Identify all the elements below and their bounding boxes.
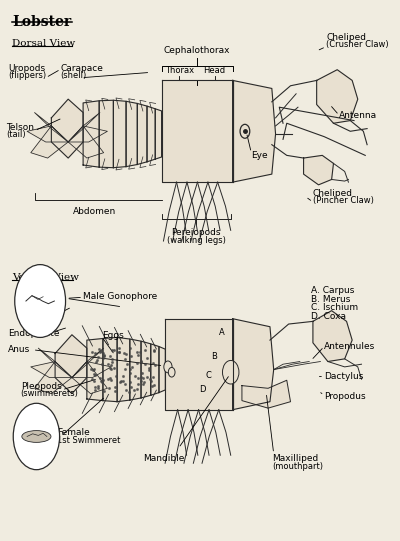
Polygon shape — [313, 311, 352, 361]
Polygon shape — [130, 339, 141, 400]
Text: Ventral View: Ventral View — [12, 273, 79, 282]
Polygon shape — [72, 361, 108, 394]
Text: Antenna: Antenna — [339, 111, 377, 120]
Text: B: B — [211, 352, 217, 361]
Polygon shape — [103, 338, 117, 401]
Text: A: A — [218, 328, 224, 337]
Polygon shape — [51, 99, 83, 158]
Polygon shape — [126, 101, 137, 167]
Polygon shape — [27, 126, 68, 142]
Polygon shape — [72, 361, 111, 378]
Text: Telson: Telson — [6, 122, 34, 131]
Polygon shape — [99, 100, 113, 168]
Circle shape — [15, 265, 66, 338]
Polygon shape — [117, 338, 130, 401]
Circle shape — [164, 361, 172, 373]
Polygon shape — [38, 348, 72, 378]
Text: Maxilliped: Maxilliped — [272, 453, 318, 463]
Polygon shape — [162, 81, 232, 182]
Polygon shape — [137, 103, 147, 164]
Polygon shape — [151, 344, 159, 395]
Polygon shape — [31, 126, 68, 158]
Polygon shape — [317, 70, 358, 123]
Polygon shape — [147, 106, 155, 162]
Text: Pleopods: Pleopods — [21, 381, 62, 391]
Polygon shape — [242, 380, 290, 408]
Text: (shell): (shell) — [61, 71, 87, 81]
Text: Propodus: Propodus — [324, 392, 366, 401]
Text: Male Gonophore: Male Gonophore — [83, 292, 157, 301]
Text: Female: Female — [57, 428, 90, 437]
Text: A. Carpus: A. Carpus — [311, 286, 354, 295]
Circle shape — [13, 403, 60, 470]
Polygon shape — [232, 319, 274, 410]
Polygon shape — [87, 339, 103, 401]
Text: Anus: Anus — [8, 345, 31, 354]
Text: Cheliped: Cheliped — [326, 33, 366, 42]
Text: D. Coxa: D. Coxa — [311, 312, 346, 321]
Text: Eggs: Eggs — [102, 331, 124, 340]
Polygon shape — [68, 113, 100, 142]
Text: Dactylus: Dactylus — [324, 372, 364, 381]
Text: Carapace: Carapace — [61, 64, 104, 74]
Text: Exopodite: Exopodite — [20, 310, 65, 319]
Circle shape — [222, 360, 239, 384]
Polygon shape — [68, 126, 104, 158]
Polygon shape — [72, 348, 104, 378]
Text: Dorsal View: Dorsal View — [12, 39, 75, 48]
Text: 1st Swimmeret: 1st Swimmeret — [57, 436, 120, 445]
Text: (mouthpart): (mouthpart) — [272, 461, 323, 471]
Text: Cephalothorax: Cephalothorax — [164, 46, 230, 55]
Polygon shape — [113, 100, 126, 168]
Text: Pereiopods: Pereiopods — [172, 228, 221, 236]
Text: Thorax: Thorax — [164, 65, 194, 75]
Polygon shape — [34, 113, 68, 142]
Polygon shape — [34, 361, 72, 394]
Text: Uropods: Uropods — [8, 64, 46, 74]
Text: Endopodite: Endopodite — [8, 329, 60, 338]
Text: Eye: Eye — [251, 151, 268, 160]
Text: Head: Head — [204, 65, 226, 75]
Polygon shape — [304, 155, 334, 185]
Text: C: C — [205, 372, 211, 380]
Polygon shape — [83, 101, 99, 167]
Text: (Pincher Claw): (Pincher Claw) — [313, 196, 374, 205]
Polygon shape — [155, 109, 162, 159]
Polygon shape — [68, 126, 108, 142]
Text: D: D — [200, 385, 206, 394]
Circle shape — [168, 367, 175, 377]
Ellipse shape — [22, 431, 51, 443]
Polygon shape — [165, 319, 232, 410]
Text: C. Ischium: C. Ischium — [311, 304, 358, 313]
Polygon shape — [31, 361, 72, 378]
Text: (flippers): (flippers) — [8, 71, 46, 81]
Text: Abdomen: Abdomen — [73, 207, 116, 216]
Text: (walking legs): (walking legs) — [167, 236, 226, 245]
Text: Lobster: Lobster — [12, 15, 71, 29]
Text: (swimmerets): (swimmerets) — [21, 389, 78, 398]
Text: (Crusher Claw): (Crusher Claw) — [326, 41, 389, 49]
Text: B. Merus: B. Merus — [311, 295, 350, 304]
Text: (tail): (tail) — [6, 130, 26, 139]
Text: Cheliped: Cheliped — [313, 189, 353, 198]
Text: Antennules: Antennules — [324, 342, 375, 351]
Polygon shape — [55, 335, 87, 394]
Polygon shape — [141, 341, 151, 398]
Polygon shape — [159, 347, 165, 393]
Text: Mandible: Mandible — [143, 453, 184, 463]
Polygon shape — [232, 81, 276, 182]
